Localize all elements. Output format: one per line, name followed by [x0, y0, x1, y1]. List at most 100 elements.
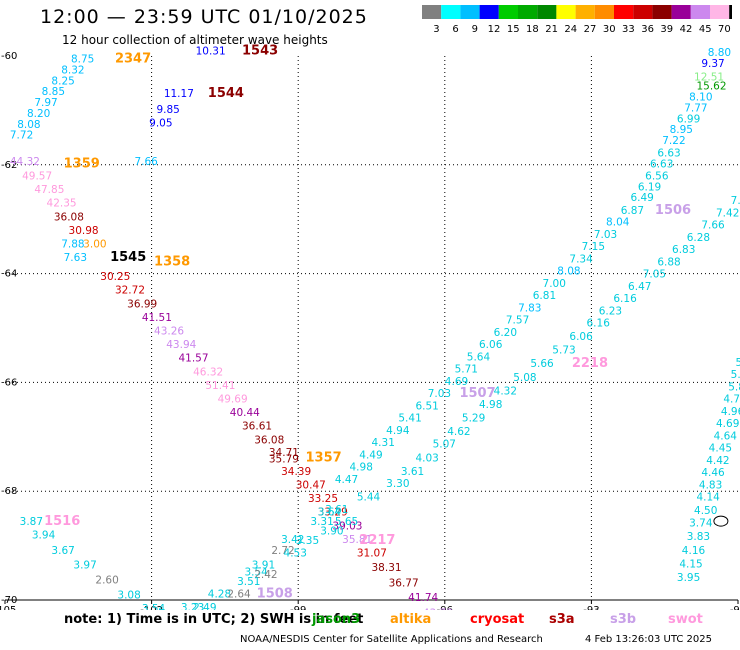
- wave-height-label: 33.25: [308, 493, 338, 505]
- wave-height-label: 7.05: [643, 268, 666, 280]
- wave-height-label: 4.16: [682, 545, 706, 557]
- legend-s3b: s3b: [610, 612, 637, 627]
- legend-s3a: s3a: [549, 612, 575, 627]
- pass-time-label: 2217: [359, 533, 395, 548]
- wave-height-label: 34.39: [281, 466, 311, 478]
- wave-height-label: 4.64: [714, 431, 738, 443]
- map-plot: -105-102-99-96-93-90-60-62-64-66-68-708.…: [0, 43, 740, 610]
- wave-height-label: 7.66: [701, 219, 725, 231]
- wave-height-label: 35.79: [269, 453, 299, 465]
- wave-height-label: 2.64: [227, 588, 251, 600]
- scale-swatch: [498, 5, 518, 19]
- scale-label: 30: [603, 24, 616, 35]
- scale-swatch: [633, 5, 653, 19]
- wave-height-label: 5.73: [552, 345, 575, 357]
- wave-height-label: 4.45: [709, 442, 732, 454]
- wave-height-label: 44.32: [10, 156, 40, 168]
- wave-height-label: 7.03: [594, 229, 617, 241]
- wave-height-label: 3.91: [252, 559, 275, 571]
- lon-tick-label: -99: [290, 605, 306, 610]
- scale-label: 45: [699, 24, 712, 35]
- wave-height-label: 41.57: [178, 353, 208, 365]
- wave-height-label: 3.54: [244, 567, 268, 579]
- wave-height-label: 7.88: [61, 238, 84, 250]
- wave-height-label: 4.42: [706, 455, 729, 467]
- wave-height-label: 4.49: [359, 450, 382, 462]
- lat-tick-label: -68: [1, 486, 17, 497]
- wave-height-label: 7.15: [582, 241, 605, 253]
- scale-label: 42: [680, 24, 693, 35]
- wave-height-label: 9.37: [701, 58, 724, 70]
- wave-height-label: 6.87: [621, 205, 644, 217]
- wave-height-label: 5.41: [398, 413, 421, 425]
- lon-tick-label: -102: [140, 605, 163, 610]
- scale-label: 36: [641, 24, 654, 35]
- wave-height-label: 4.98: [479, 399, 502, 411]
- scale-swatch: [518, 5, 538, 19]
- wave-height-label: 36.08: [254, 434, 284, 446]
- wave-height-label: 6.16: [587, 317, 611, 329]
- wave-height-label: 43.26: [154, 326, 184, 338]
- wave-height-label: 5.50: [731, 369, 740, 381]
- wave-height-label: 6.81: [533, 290, 556, 302]
- scale-swatch: [460, 5, 480, 19]
- wave-height-label: 36.08: [54, 211, 84, 223]
- wave-height-label: 3.90: [320, 526, 343, 538]
- wave-height-label: 51.41: [205, 380, 235, 392]
- wave-height-label: 4.96: [721, 406, 740, 418]
- wave-height-label: 3.30: [386, 478, 409, 490]
- wave-height-label: 10.31: [196, 45, 226, 57]
- wave-height-label: 3.97: [73, 559, 96, 571]
- wave-height-label: 49.69: [218, 394, 248, 406]
- pass-time-label: 2347: [115, 52, 151, 67]
- pass-time-label: 1508: [257, 586, 293, 601]
- wave-height-label: 2.72: [271, 545, 294, 557]
- wave-height-label: 7.00: [543, 278, 566, 290]
- wave-height-label: 5.64: [467, 352, 491, 364]
- wave-height-label: 39.03: [332, 520, 362, 532]
- wave-height-label: 5.86: [728, 382, 740, 394]
- wave-height-label: 43.73: [423, 607, 453, 610]
- lat-tick-label: -64: [1, 269, 17, 280]
- wave-height-label: 46.32: [193, 366, 223, 378]
- pass-time-label: 1359: [64, 157, 100, 172]
- lon-tick-label: -90: [730, 605, 740, 610]
- pass-time-label: 1507: [459, 386, 495, 401]
- wave-height-label: 3.00: [83, 238, 106, 250]
- wave-height-label: 7.22: [662, 135, 685, 147]
- wave-height-label: 6.56: [645, 170, 669, 182]
- wave-height-label: 8.08: [17, 119, 40, 131]
- wave-height-label: 8.08: [557, 266, 580, 278]
- wave-height-label: 3.67: [51, 545, 74, 557]
- wave-height-label: 3.95: [677, 572, 700, 584]
- wave-height-label: 3.74: [689, 518, 713, 530]
- wave-height-label: 49.57: [22, 170, 52, 182]
- scale-label: 33: [622, 24, 635, 35]
- wave-height-label: 5.44: [357, 491, 381, 503]
- wave-height-label: 4.28: [208, 588, 231, 600]
- wave-height-label: 4.98: [350, 462, 373, 474]
- wave-height-label: 5.29: [462, 413, 485, 425]
- wave-height-label: 6.49: [630, 192, 653, 204]
- wave-height-label: 5.52: [736, 357, 740, 369]
- scale-label: 24: [564, 24, 577, 35]
- wave-height-label: 6.16: [613, 293, 637, 305]
- wave-height-label: 7.77: [684, 102, 707, 114]
- wave-height-label: 41.74: [408, 592, 438, 604]
- wave-height-label: 42.35: [47, 198, 77, 210]
- scale-label: 18: [526, 24, 539, 35]
- wave-height-label: 5.08: [513, 372, 536, 384]
- scale-swatch: [441, 5, 461, 19]
- wave-height-label: 30.25: [100, 271, 130, 283]
- legend-jason3: jason3: [312, 612, 361, 627]
- wave-height-label: 6.47: [628, 281, 651, 293]
- wave-height-label: 7.03: [428, 388, 451, 400]
- wave-height-label: 3.83: [687, 531, 710, 543]
- wave-height-label: 8.85: [42, 86, 65, 98]
- scale-swatch: [614, 5, 634, 19]
- wave-height-label: 3.35: [296, 535, 319, 547]
- wave-height-label: 41.51: [142, 312, 172, 324]
- scale-label: 21: [545, 24, 558, 35]
- wave-height-label: 7.57: [506, 315, 529, 327]
